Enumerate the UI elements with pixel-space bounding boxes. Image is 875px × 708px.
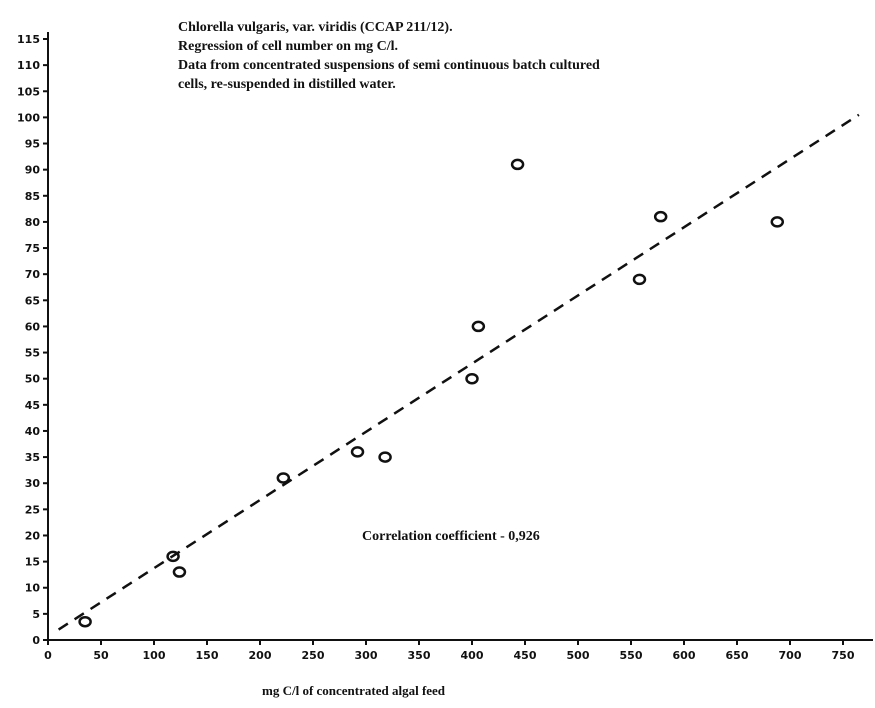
title-line: Data from concentrated suspensions of se… <box>178 58 600 73</box>
data-point <box>172 566 187 578</box>
title-line: Regression of cell number on mg C/l. <box>178 39 398 54</box>
axes <box>47 32 873 641</box>
x-tick-label: 700 <box>779 649 802 662</box>
y-tick-label: 40 <box>25 425 41 438</box>
x-tick-label: 400 <box>461 649 484 662</box>
x-tick-label: 600 <box>673 649 696 662</box>
data-point <box>471 320 486 333</box>
x-tick-label: 300 <box>355 649 378 662</box>
y-tick-label: 0 <box>32 634 40 647</box>
data-point <box>78 615 92 628</box>
y-tick-label: 90 <box>25 164 41 177</box>
y-tick-label: 100 <box>17 111 40 124</box>
y-tick-label: 15 <box>25 556 40 569</box>
y-tick-label: 25 <box>25 503 40 516</box>
y-tick-label: 35 <box>25 451 40 464</box>
regression-line <box>57 113 860 631</box>
y-tick-label: 70 <box>25 268 41 281</box>
y-tick-labels: 0 5 10 15 20 25 30 35 40 45 50 55 60 65 70 75 80 85 90 95 10… <box>17 33 40 647</box>
data-point <box>378 451 392 463</box>
x-tick-label: 200 <box>249 649 272 662</box>
data-point <box>465 372 479 385</box>
data-point <box>166 550 180 563</box>
y-tick-label: 50 <box>25 373 41 386</box>
x-tick-label: 250 <box>302 649 325 662</box>
data-point <box>770 216 785 228</box>
x-tick-label: 100 <box>143 649 166 662</box>
data-point <box>632 273 647 286</box>
y-tick-label: 45 <box>25 399 40 412</box>
data-point <box>653 210 668 223</box>
x-tick-label: 500 <box>567 649 590 662</box>
y-tick-label: 30 <box>25 477 41 490</box>
x-tick-label: 750 <box>832 649 855 662</box>
data-points <box>78 158 785 628</box>
y-tick-label: 20 <box>25 529 41 542</box>
x-axis-label: mg C/l of concentrated algal feed <box>262 683 446 698</box>
y-tick-label: 55 <box>25 347 40 360</box>
title-line: Chlorella vulgaris, var. viridis (CCAP 2… <box>178 20 453 35</box>
y-tick-label: 95 <box>25 138 40 151</box>
x-tick-label: 450 <box>514 649 537 662</box>
correlation-annotation: Correlation coefficient - 0,926 <box>362 529 540 544</box>
x-tick-label: 0 <box>44 649 52 662</box>
title-line: cells, re-suspended in distilled water. <box>178 77 396 92</box>
y-tick-label: 75 <box>25 242 40 255</box>
tick-marks <box>43 38 844 645</box>
y-tick-label: 80 <box>25 216 41 229</box>
data-point <box>510 158 525 171</box>
data-point <box>350 446 365 458</box>
x-tick-label: 150 <box>196 649 219 662</box>
y-tick-label: 115 <box>17 33 40 46</box>
y-tick-label: 10 <box>25 582 41 595</box>
y-tick-label: 65 <box>25 294 40 307</box>
chart-title: Chlorella vulgaris, var. viridis (CCAP 2… <box>178 18 738 94</box>
x-tick-label: 350 <box>408 649 431 662</box>
data-point <box>276 472 291 484</box>
y-tick-label: 85 <box>25 190 40 203</box>
y-tick-label: 105 <box>17 85 40 98</box>
x-tick-label: 50 <box>93 649 109 662</box>
x-tick-label: 550 <box>620 649 643 662</box>
y-tick-label: 60 <box>25 320 41 333</box>
x-tick-label: 650 <box>726 649 749 662</box>
y-tick-label: 5 <box>32 608 40 621</box>
regression-line-group <box>57 113 860 631</box>
x-tick-labels: 0 50 100 150 200 250 300 350 400 450 500 550 600 650 7… <box>44 649 855 662</box>
y-tick-label: 110 <box>17 59 40 72</box>
